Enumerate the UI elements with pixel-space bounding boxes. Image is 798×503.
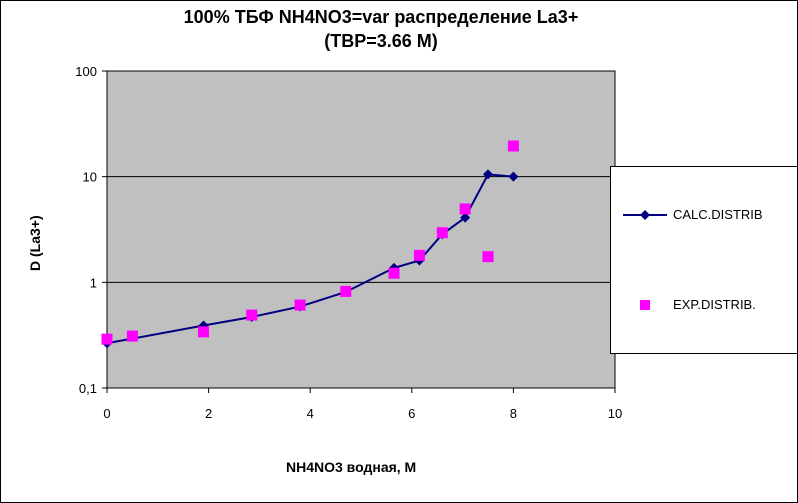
plot-area (106, 70, 616, 389)
exp-point (507, 140, 519, 152)
legend-calc-marker (623, 210, 667, 220)
y-tick-label: 0,1 (79, 381, 97, 396)
exp-point (459, 203, 471, 215)
y-tick-label: 10 (83, 170, 97, 185)
exp-point (198, 326, 210, 338)
x-tick-label: 8 (510, 406, 517, 421)
y-tick-label: 1 (90, 275, 97, 290)
legend-exp-label: EXP.DISTRIB. (673, 297, 756, 312)
legend: CALC.DISTRIB EXP.DISTRIB. (610, 166, 798, 354)
exp-point (388, 267, 400, 279)
calc-point (508, 171, 519, 182)
exp-point (413, 249, 425, 261)
exp-point (482, 251, 494, 263)
y-tick-label: 100 (75, 64, 97, 79)
x-tick-label: 2 (205, 406, 212, 421)
calc-point (483, 169, 493, 180)
legend-calc-label: CALC.DISTRIB (673, 207, 763, 222)
calc-point (460, 212, 471, 223)
x-tick-label: 4 (307, 406, 314, 421)
x-tick-label: 10 (608, 406, 622, 421)
exp-point (436, 227, 448, 239)
exp-point (340, 285, 352, 297)
exp-point (246, 309, 258, 321)
exp-point (294, 299, 306, 311)
x-tick-label: 6 (408, 406, 415, 421)
y-axis-title: D (La3+) (27, 215, 43, 271)
x-tick-label: 0 (103, 406, 110, 421)
x-axis-title: NH4NO3 водная, М (286, 459, 417, 475)
chart-subtitle: (TBP=3.66 M) (324, 31, 438, 51)
exp-point (101, 333, 113, 345)
legend-exp-marker (640, 300, 650, 310)
exp-point (126, 330, 138, 342)
chart-title: 100% ТБФ NH4NO3=var распределение La3+ (183, 7, 579, 27)
